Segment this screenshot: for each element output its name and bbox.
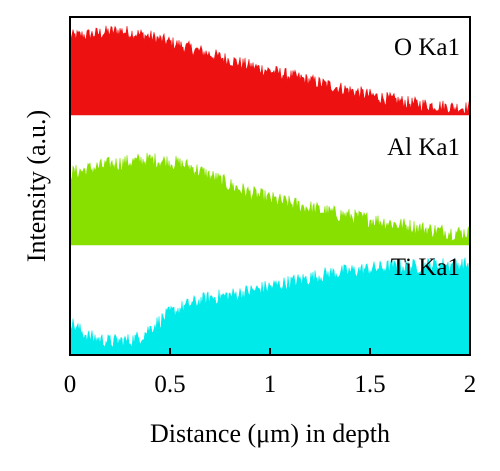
- panels-layer: [69, 25, 471, 356]
- x-tick-label: 1.5: [354, 371, 385, 398]
- x-axis-label: Distance (μm) in depth: [150, 419, 390, 448]
- series-o-ka1-area: [69, 25, 471, 116]
- series-label: Al Ka1: [387, 134, 460, 161]
- y-axis-label: Intensity (a.u.): [22, 110, 51, 262]
- series-label: O Ka1: [394, 34, 460, 61]
- series-area-path: [69, 152, 471, 246]
- x-tick-label: 1: [264, 371, 277, 398]
- series-al-ka1-area: [69, 152, 471, 246]
- x-tick-label: 2: [464, 371, 477, 398]
- series-area-path: [69, 25, 471, 116]
- series-ti-ka1-area: [69, 257, 471, 356]
- series-area-path: [69, 257, 471, 356]
- x-ticks-layer: 0 0.5 1 1.5 2: [64, 348, 477, 398]
- series-labels-layer: O Ka1 Al Ka1 Ti Ka1: [387, 34, 460, 281]
- series-label: Ti Ka1: [391, 254, 460, 281]
- x-tick-label: 0: [64, 371, 77, 398]
- x-tick-label: 0.5: [154, 371, 185, 398]
